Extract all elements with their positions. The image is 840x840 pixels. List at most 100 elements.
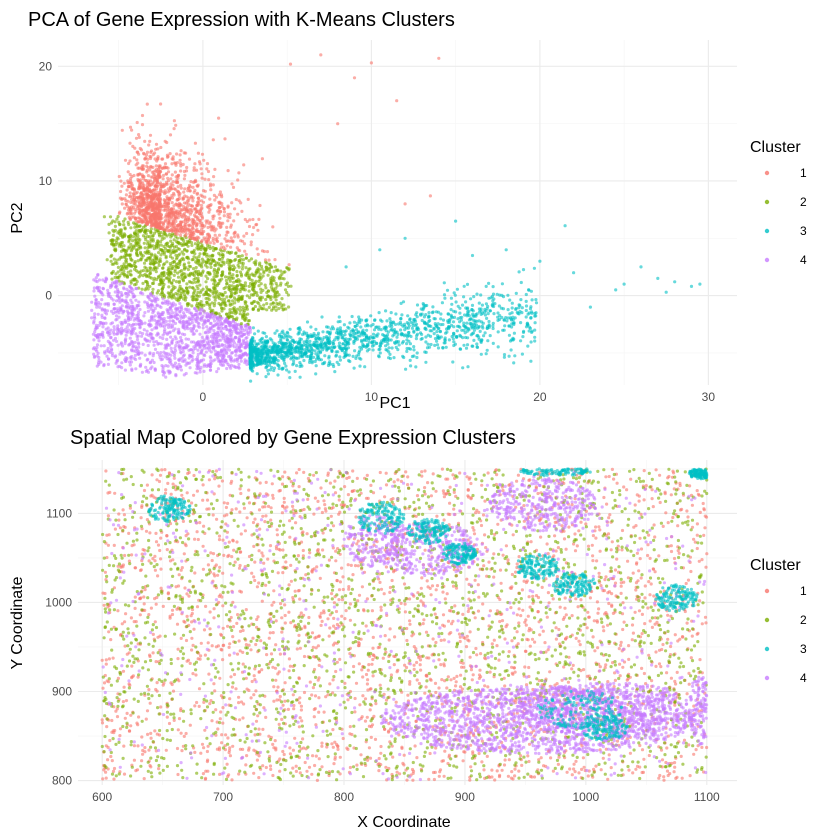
- pca-point-cluster-1: [160, 183, 165, 187]
- pca-point-cluster-4: [165, 357, 169, 361]
- pca-point-cluster-2: [265, 302, 269, 306]
- pca-point-cluster-1: [149, 165, 153, 169]
- pca-point-cluster-4: [183, 307, 187, 311]
- pca-point-cluster-4: [109, 283, 113, 288]
- pca-point-cluster-4: [225, 345, 229, 349]
- pca-point-cluster-2: [145, 269, 149, 273]
- pca-point-cluster-2: [187, 264, 191, 268]
- pca-point-cluster-4: [119, 342, 123, 346]
- pca-point-cluster-3: [450, 302, 454, 306]
- pca-point-cluster-2: [220, 249, 224, 253]
- pca-point-cluster-2: [190, 250, 194, 254]
- pca-point-cluster-4: [99, 321, 103, 325]
- pca-point-cluster-3: [303, 348, 307, 352]
- pca-point-cluster-4: [187, 337, 191, 341]
- pca-point-cluster-1: [164, 166, 168, 170]
- pca-point-cluster-4: [99, 302, 103, 306]
- pca-point-cluster-2: [256, 267, 260, 271]
- pca-point-cluster-2: [279, 269, 283, 273]
- pca-point-cluster-4: [145, 358, 149, 362]
- pca-point-cluster-2: [133, 225, 137, 229]
- pca-point-cluster-4: [160, 324, 164, 328]
- pca-point-cluster-4: [109, 336, 113, 340]
- pca-point-cluster-2: [159, 292, 163, 296]
- pca-point-cluster-4: [99, 360, 103, 364]
- pca-point-cluster-3: [524, 299, 528, 303]
- pca-point-cluster-4: [136, 341, 140, 345]
- pca-point-cluster-2: [238, 270, 243, 274]
- pca-point-cluster-4: [180, 338, 184, 342]
- pca-point-cluster-4: [124, 359, 128, 363]
- pca-point-cluster-4: [105, 354, 109, 358]
- pca-point-cluster-3: [333, 370, 337, 374]
- pca-point-cluster-2: [268, 270, 272, 274]
- pca-point-cluster-4: [200, 343, 204, 347]
- pca-point-cluster-2: [222, 286, 226, 291]
- pca-point-cluster-4: [246, 332, 251, 337]
- pca-point-cluster-1: [202, 158, 206, 162]
- pca-point-cluster-2: [122, 232, 126, 236]
- pca-point-cluster-2: [166, 249, 170, 253]
- pca-point-cluster-2: [238, 312, 242, 316]
- pca-point-cluster-2: [241, 261, 245, 266]
- pca-point-cluster-3: [413, 324, 417, 328]
- pca-point-cluster-3: [513, 354, 517, 358]
- pca-point-cluster-2: [197, 301, 202, 306]
- pca-point-cluster-4: [233, 365, 237, 369]
- pca-point-cluster-4: [123, 318, 127, 322]
- pca-point-cluster-1: [161, 157, 165, 161]
- pca-point-cluster-2: [236, 278, 240, 282]
- pca-point-cluster-2: [275, 268, 279, 272]
- pca-point-cluster-2: [260, 307, 264, 311]
- pca-point-cluster-2: [133, 267, 137, 271]
- pca-point-cluster-3: [460, 303, 465, 307]
- pca-point-cluster-3: [305, 320, 310, 324]
- pca-point-cluster-3: [379, 318, 383, 322]
- pca-point-cluster-2: [202, 247, 206, 251]
- pca-point-cluster-1: [193, 207, 197, 211]
- pca-point-cluster-3: [404, 367, 408, 371]
- pca-point-cluster-4: [107, 294, 111, 298]
- pca-point-cluster-1: [179, 149, 183, 153]
- pca-point-cluster-1: [226, 239, 230, 243]
- pca-point-cluster-3: [524, 308, 528, 313]
- pca-point-cluster-4: [112, 328, 116, 332]
- pca-point-cluster-3: [441, 346, 445, 350]
- pca-point-cluster-2: [176, 265, 180, 269]
- pca-point-cluster-1: [212, 175, 216, 179]
- pca-point-cluster-3: [432, 332, 436, 336]
- pca-point-cluster-2: [141, 268, 146, 273]
- pca-point-cluster-3: [389, 311, 393, 315]
- pca-point-cluster-4: [208, 326, 212, 330]
- pca-title: PCA of Gene Expression with K-Means Clus…: [28, 9, 455, 31]
- pca-point-cluster-1: [222, 210, 227, 214]
- pca-point-cluster-4: [238, 354, 242, 358]
- pca-point-cluster-2: [114, 241, 119, 245]
- pca-point-cluster-2: [162, 236, 166, 240]
- pca-point-cluster-3: [521, 330, 526, 334]
- pca-point-cluster-3: [483, 307, 487, 312]
- pca-point-cluster-2: [182, 252, 186, 256]
- pca-point-cluster-3: [467, 328, 471, 332]
- pca-point-cluster-2: [181, 279, 185, 283]
- pca-point-cluster-2: [157, 261, 161, 265]
- pca-point-cluster-1: [156, 207, 160, 211]
- pca-point-cluster-1: [219, 246, 223, 250]
- pca-point-cluster-2: [269, 280, 273, 284]
- pca-point-cluster-2: [225, 312, 229, 316]
- pca-point-cluster-2: [145, 280, 149, 285]
- pca-point-cluster-2: [250, 287, 255, 291]
- pca-point-cluster-3: [365, 349, 369, 353]
- pca-point-cluster-1: [177, 205, 181, 209]
- pca-point-cluster-4: [224, 317, 228, 321]
- pca-point-cluster-3: [399, 301, 403, 305]
- pca-point-cluster-4: [112, 325, 116, 329]
- pca-point-cluster-2: [260, 267, 264, 271]
- pca-point-cluster-3: [353, 349, 357, 353]
- pca-point-cluster-4: [120, 361, 124, 365]
- pca-point-cluster-2: [217, 251, 221, 255]
- pca-point-cluster-3: [487, 296, 491, 300]
- pca-point-cluster-2: [123, 266, 127, 270]
- pca-point-cluster-2: [259, 276, 263, 280]
- pca-point-cluster-3: [359, 338, 364, 343]
